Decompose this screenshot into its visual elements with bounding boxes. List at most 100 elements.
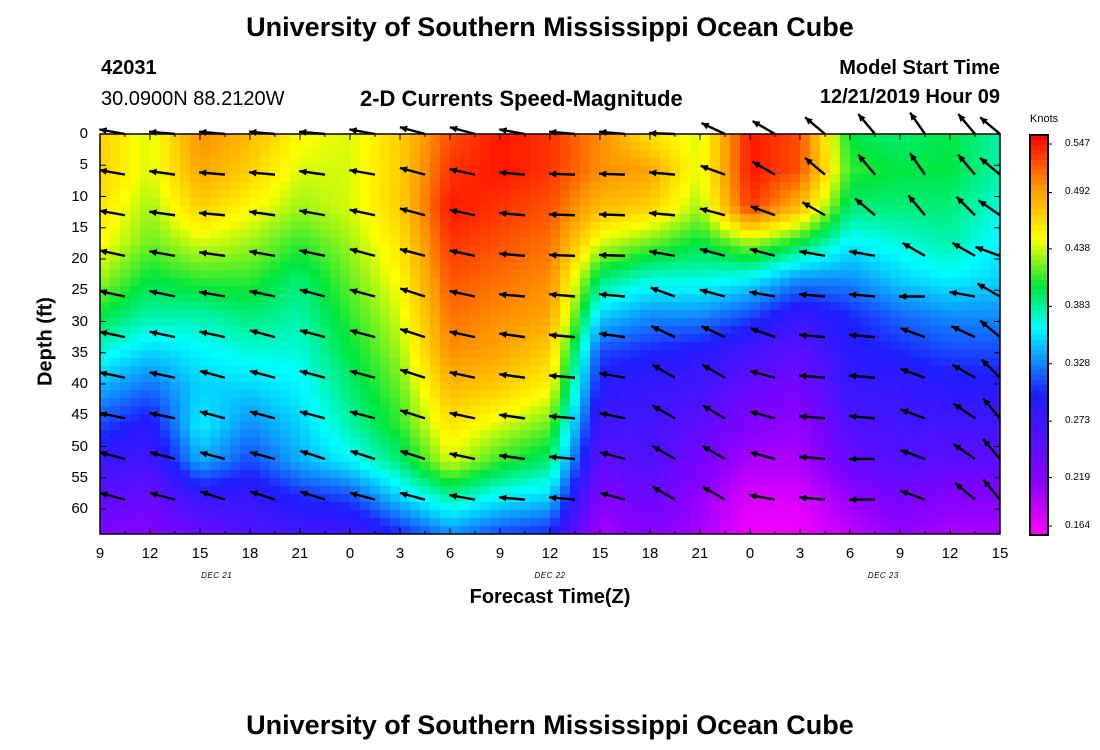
vector-head xyxy=(599,491,608,499)
heatmap-cell xyxy=(930,318,941,327)
heatmap-cell xyxy=(420,518,431,527)
heatmap-cell xyxy=(240,510,251,519)
heatmap-cell xyxy=(900,454,911,463)
heatmap-cell xyxy=(670,230,681,239)
heatmap-cell xyxy=(900,526,911,535)
heatmap-cell xyxy=(910,326,921,335)
heatmap-cell xyxy=(300,310,311,319)
heatmap-cell xyxy=(970,462,981,471)
heatmap-cell xyxy=(650,390,661,399)
heatmap-cell xyxy=(520,150,531,159)
heatmap-cell xyxy=(800,486,811,495)
heatmap-cell xyxy=(600,406,611,415)
heatmap-cell xyxy=(920,222,931,231)
heatmap-cell xyxy=(940,390,951,399)
heatmap-cell xyxy=(270,198,281,207)
heatmap-cell xyxy=(720,366,731,375)
heatmap-cell xyxy=(670,398,681,407)
heatmap-cell xyxy=(670,262,681,271)
heatmap-cell xyxy=(630,294,641,303)
heatmap-cell xyxy=(880,494,891,503)
heatmap-cell xyxy=(570,398,581,407)
heatmap-cell xyxy=(990,254,1001,263)
heatmap-cell xyxy=(850,326,861,335)
heatmap-cell xyxy=(230,198,241,207)
vector-head xyxy=(858,154,866,163)
heatmap-cell xyxy=(780,382,791,391)
heatmap-cell xyxy=(390,454,401,463)
heatmap-cell xyxy=(760,230,771,239)
heatmap-cell xyxy=(390,374,401,383)
heatmap-cell xyxy=(800,318,811,327)
heatmap-cell xyxy=(380,182,391,191)
heatmap-cell xyxy=(650,374,661,383)
heatmap-cell xyxy=(680,382,691,391)
heatmap-cell xyxy=(970,174,981,183)
heatmap-cell xyxy=(420,430,431,439)
heatmap-cell xyxy=(700,390,711,399)
heatmap-cell xyxy=(500,470,511,479)
heatmap-cell xyxy=(270,470,281,479)
heatmap-cell xyxy=(600,310,611,319)
heatmap-cell xyxy=(830,374,841,383)
heatmap-cell xyxy=(850,462,861,471)
heatmap-cell xyxy=(600,438,611,447)
heatmap-cell xyxy=(890,350,901,359)
heatmap-cell xyxy=(840,518,851,527)
heatmap-cell xyxy=(850,278,861,287)
heatmap-cell xyxy=(920,214,931,223)
heatmap-cell xyxy=(230,430,241,439)
heatmap-cell xyxy=(420,190,431,199)
heatmap-cell xyxy=(130,206,141,215)
vector-head xyxy=(349,288,358,295)
heatmap-cell xyxy=(260,294,271,303)
heatmap-cell xyxy=(370,374,381,383)
heatmap-cell xyxy=(430,246,441,255)
heatmap-cell xyxy=(470,222,481,231)
heatmap-cell xyxy=(720,302,731,311)
heatmap-cell xyxy=(170,294,181,303)
heatmap-cell xyxy=(700,350,711,359)
heatmap-cell xyxy=(500,334,511,343)
heatmap-cell xyxy=(800,302,811,311)
heatmap-cell xyxy=(370,150,381,159)
heatmap-cell xyxy=(150,350,161,359)
heatmap-cell xyxy=(270,342,281,351)
heatmap-cell xyxy=(210,454,221,463)
heatmap-cell xyxy=(230,142,241,151)
heatmap-cell xyxy=(500,438,511,447)
heatmap-cell xyxy=(960,462,971,471)
heatmap-cell xyxy=(570,286,581,295)
heatmap-cell xyxy=(660,430,671,439)
heatmap-cell xyxy=(180,150,191,159)
heatmap-cell xyxy=(750,334,761,343)
heatmap-cell xyxy=(570,326,581,335)
heatmap-cell xyxy=(920,406,931,415)
heatmap-cell xyxy=(950,238,961,247)
heatmap-cell xyxy=(820,206,831,215)
heatmap-cell xyxy=(720,422,731,431)
heatmap-cell xyxy=(880,278,891,287)
heatmap-cell xyxy=(860,518,871,527)
heatmap-cell xyxy=(100,518,111,527)
heatmap-cell xyxy=(540,326,551,335)
heatmap-cell xyxy=(460,414,471,423)
heatmap-cell xyxy=(350,398,361,407)
heatmap-cell xyxy=(490,158,501,167)
heatmap-cell xyxy=(560,350,571,359)
heatmap-cell xyxy=(940,406,951,415)
heatmap-cell xyxy=(880,230,891,239)
heatmap-cell xyxy=(790,438,801,447)
heatmap-cell xyxy=(880,342,891,351)
heatmap-cell xyxy=(550,430,561,439)
heatmap-cell xyxy=(130,294,141,303)
heatmap-cell xyxy=(150,278,161,287)
heatmap-cell xyxy=(520,470,531,479)
heatmap-cell xyxy=(890,334,901,343)
heatmap-cell xyxy=(430,230,441,239)
heatmap-cell xyxy=(920,446,931,455)
heatmap-cell xyxy=(470,406,481,415)
heatmap-cell xyxy=(690,358,701,367)
heatmap-cell xyxy=(280,446,291,455)
heatmap-cell xyxy=(890,254,901,263)
